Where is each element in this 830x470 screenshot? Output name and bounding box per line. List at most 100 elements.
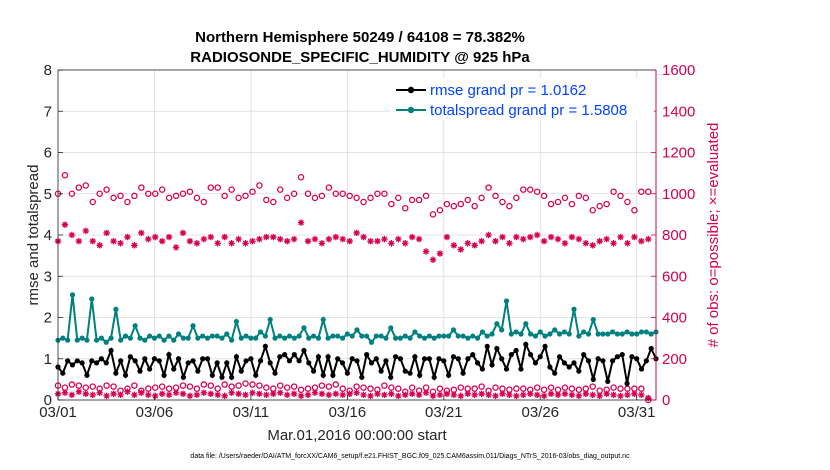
- y-left-tick-label: 8: [44, 62, 52, 79]
- totalspread-point: [494, 321, 500, 327]
- obs-evaluated-low-marker: [96, 389, 103, 396]
- rmse-point: [267, 360, 273, 366]
- rmse-point: [325, 354, 331, 360]
- rmse-point: [257, 358, 264, 364]
- obs-evaluated-marker: [610, 240, 617, 247]
- obs-evaluated-low-marker: [631, 390, 638, 398]
- obs-evaluated-low-marker: [283, 391, 291, 399]
- y-right-tick-label: 400: [662, 310, 687, 327]
- rmse-point: [494, 345, 500, 352]
- obs-evaluated-marker: [228, 240, 235, 247]
- totalspread-point: [585, 331, 592, 337]
- rmse-point: [161, 372, 167, 378]
- rmse-point: [407, 370, 413, 376]
- obs-evaluated-marker: [339, 235, 346, 243]
- obs-evaluated-low-marker: [256, 390, 263, 398]
- obs-evaluated-low-marker: [589, 391, 596, 399]
- obs-possible-marker: [429, 211, 437, 218]
- rmse-point: [272, 370, 278, 376]
- obs-evaluated-low-marker: [165, 391, 173, 399]
- legend: rmse grand pr = 1.0162 totalspread grand…: [390, 78, 654, 120]
- rmse-point: [200, 356, 206, 362]
- obs-possible-low-marker: [408, 384, 416, 391]
- rmse-point: [60, 370, 66, 376]
- rmse-point: [609, 358, 616, 364]
- totalspread-point: [277, 333, 283, 339]
- totalspread-point: [436, 333, 442, 339]
- obs-possible-marker: [485, 184, 492, 191]
- y-axis-left: 0 1 2 3 4 5 6 7 8: [44, 62, 63, 409]
- rmse-point: [638, 366, 645, 372]
- obs-evaluated-marker: [311, 235, 319, 243]
- obs-possible-low-marker: [82, 384, 90, 391]
- obs-evaluated-low-marker: [533, 391, 541, 399]
- obs-possible-low-marker: [332, 381, 340, 388]
- obs-possible-marker: [582, 194, 590, 202]
- obs-evaluated-marker: [478, 237, 485, 245]
- obs-possible-marker: [228, 186, 235, 193]
- obs-possible-marker: [415, 196, 423, 204]
- obs-evaluated-marker: [561, 240, 569, 247]
- totalspread-point: [397, 335, 404, 341]
- totalspread-point: [310, 333, 317, 339]
- totalspread-point: [441, 333, 447, 339]
- obs-evaluated-low-marker: [242, 391, 249, 399]
- obs-possible-marker: [499, 198, 506, 206]
- rmse-point: [330, 372, 336, 378]
- obs-evaluated-low-marker: [75, 388, 83, 395]
- obs-evaluated-marker: [193, 240, 201, 247]
- rmse-point: [349, 356, 355, 362]
- rmse-point: [571, 360, 577, 366]
- obs-evaluated-marker: [131, 242, 138, 249]
- obs-evaluated-marker: [75, 237, 83, 245]
- obs-evaluated-low-marker: [346, 390, 353, 398]
- obs-evaluated-low-marker: [471, 391, 478, 399]
- legend-spread-marker: [407, 106, 415, 114]
- rmse-point: [98, 356, 105, 362]
- obs-evaluated-marker: [492, 237, 499, 245]
- obs-possible-low-marker: [436, 385, 444, 392]
- obs-possible-marker: [117, 192, 124, 200]
- obs-possible-marker: [526, 186, 534, 193]
- obs-evaluated-low-marker: [485, 391, 492, 399]
- obs-possible-low-marker: [540, 386, 548, 393]
- obs-possible-low-marker: [457, 384, 465, 391]
- rmse-point: [576, 368, 582, 374]
- totalspread-point: [455, 333, 461, 339]
- obs-possible-marker: [283, 194, 291, 202]
- obs-evaluated-low-marker: [200, 389, 208, 396]
- obs-possible-low-marker: [179, 382, 187, 389]
- totalspread-point: [605, 331, 611, 337]
- obs-evaluated-marker: [165, 233, 173, 241]
- totalspread-point: [339, 335, 346, 341]
- obs-evaluated-low-marker: [297, 392, 305, 400]
- obs-possible-marker: [165, 194, 173, 202]
- totalspread-point: [581, 329, 587, 335]
- obs-evaluated-low-marker: [263, 391, 270, 399]
- obs-possible-low-marker: [276, 382, 284, 389]
- obs-possible-marker: [145, 190, 152, 197]
- obs-possible-marker: [561, 194, 569, 202]
- obs-evaluated-low-marker: [478, 390, 485, 398]
- obs-possible-low-marker: [318, 382, 326, 389]
- obs-possible-low-marker: [221, 381, 228, 388]
- obs-possible-marker: [589, 206, 596, 214]
- totalspread-point: [147, 333, 153, 339]
- rmse-point: [368, 360, 375, 366]
- obs-evaluated-marker: [408, 233, 416, 241]
- totalspread-point: [373, 333, 379, 339]
- obs-evaluated-marker: [540, 237, 548, 245]
- rmse-point: [306, 360, 312, 366]
- rmse-point: [253, 372, 259, 378]
- rmse-point: [339, 360, 346, 366]
- obs-possible-marker: [464, 196, 471, 204]
- rmse-point: [388, 374, 394, 380]
- obs-evaluated-marker: [402, 240, 409, 247]
- totalspread-point: [69, 292, 76, 298]
- totalspread-point: [185, 335, 191, 341]
- obs-evaluated-low-marker: [214, 391, 221, 399]
- obs-evaluated-low-marker: [353, 389, 360, 396]
- obs-evaluated-marker: [464, 240, 471, 247]
- obs-evaluated-low-marker: [513, 392, 520, 400]
